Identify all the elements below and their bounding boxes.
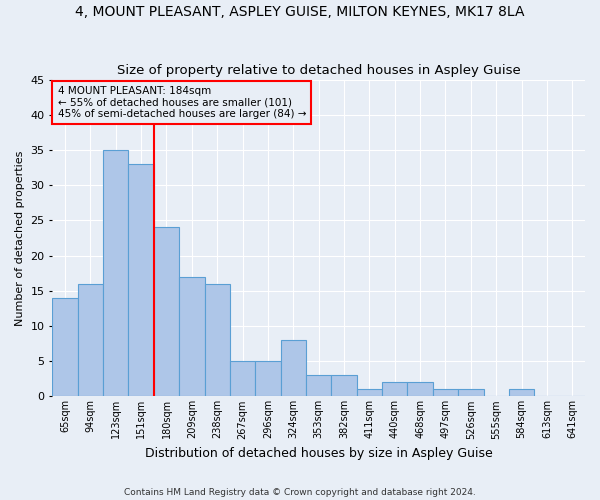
- Bar: [52, 298, 77, 396]
- Text: Contains HM Land Registry data © Crown copyright and database right 2024.: Contains HM Land Registry data © Crown c…: [124, 488, 476, 497]
- Text: 4 MOUNT PLEASANT: 184sqm
← 55% of detached houses are smaller (101)
45% of semi-: 4 MOUNT PLEASANT: 184sqm ← 55% of detach…: [58, 86, 306, 119]
- Bar: [331, 376, 357, 396]
- X-axis label: Distribution of detached houses by size in Aspley Guise: Distribution of detached houses by size …: [145, 447, 493, 460]
- Y-axis label: Number of detached properties: Number of detached properties: [15, 150, 25, 326]
- Bar: [306, 376, 331, 396]
- Bar: [509, 390, 534, 396]
- Bar: [382, 382, 407, 396]
- Bar: [357, 390, 382, 396]
- Title: Size of property relative to detached houses in Aspley Guise: Size of property relative to detached ho…: [117, 64, 521, 77]
- Bar: [77, 284, 103, 397]
- Bar: [230, 361, 255, 396]
- Bar: [458, 390, 484, 396]
- Bar: [255, 361, 281, 396]
- Bar: [103, 150, 128, 396]
- Bar: [128, 164, 154, 396]
- Bar: [179, 276, 205, 396]
- Bar: [433, 390, 458, 396]
- Bar: [407, 382, 433, 396]
- Bar: [205, 284, 230, 397]
- Bar: [154, 228, 179, 396]
- Bar: [281, 340, 306, 396]
- Text: 4, MOUNT PLEASANT, ASPLEY GUISE, MILTON KEYNES, MK17 8LA: 4, MOUNT PLEASANT, ASPLEY GUISE, MILTON …: [75, 5, 525, 19]
